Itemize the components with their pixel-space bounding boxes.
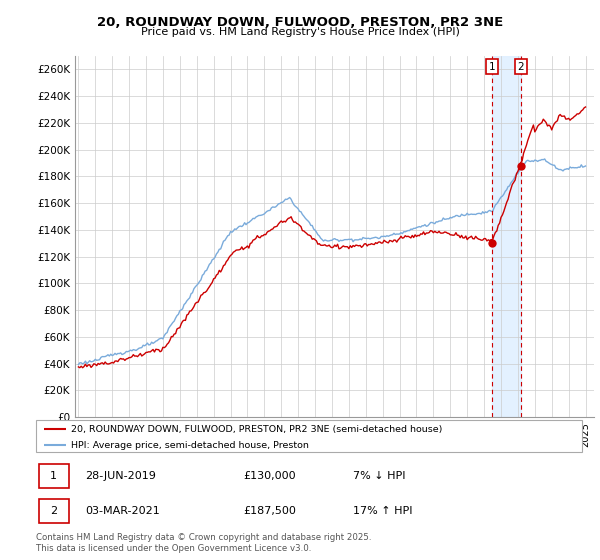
Text: 28-JUN-2019: 28-JUN-2019 — [85, 471, 156, 481]
Text: 20, ROUNDWAY DOWN, FULWOOD, PRESTON, PR2 3NE (semi-detached house): 20, ROUNDWAY DOWN, FULWOOD, PRESTON, PR2… — [71, 424, 443, 433]
Text: £130,000: £130,000 — [244, 471, 296, 481]
FancyBboxPatch shape — [39, 464, 69, 488]
Text: 1: 1 — [489, 62, 496, 72]
FancyBboxPatch shape — [36, 420, 582, 452]
Text: 7% ↓ HPI: 7% ↓ HPI — [353, 471, 405, 481]
Text: 2: 2 — [50, 506, 58, 516]
Text: 2: 2 — [517, 62, 524, 72]
Text: Price paid vs. HM Land Registry's House Price Index (HPI): Price paid vs. HM Land Registry's House … — [140, 27, 460, 37]
Text: HPI: Average price, semi-detached house, Preston: HPI: Average price, semi-detached house,… — [71, 441, 310, 450]
Text: 03-MAR-2021: 03-MAR-2021 — [85, 506, 160, 516]
Bar — [493, 56, 521, 417]
Text: Contains HM Land Registry data © Crown copyright and database right 2025.
This d: Contains HM Land Registry data © Crown c… — [36, 533, 371, 553]
Text: 17% ↑ HPI: 17% ↑ HPI — [353, 506, 412, 516]
FancyBboxPatch shape — [39, 499, 69, 522]
Text: 1: 1 — [50, 471, 57, 481]
Text: £187,500: £187,500 — [244, 506, 296, 516]
Text: 20, ROUNDWAY DOWN, FULWOOD, PRESTON, PR2 3NE: 20, ROUNDWAY DOWN, FULWOOD, PRESTON, PR2… — [97, 16, 503, 29]
